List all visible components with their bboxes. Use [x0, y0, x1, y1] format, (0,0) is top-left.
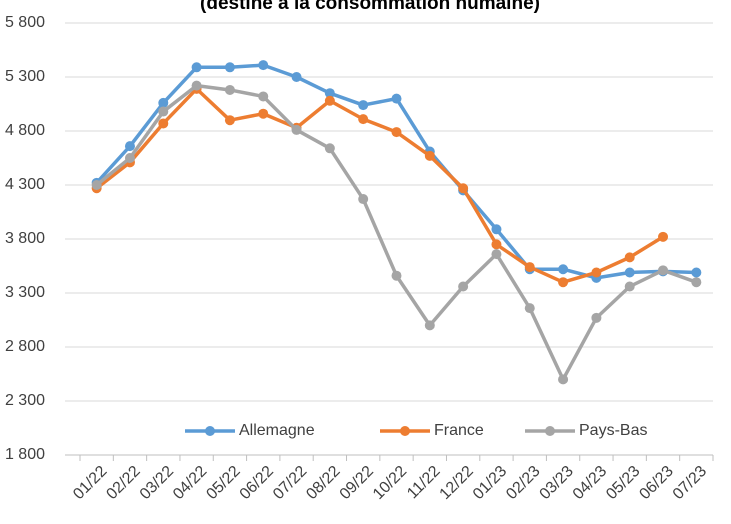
y-tick-label: 2 300: [5, 392, 45, 409]
x-tick-label: 06/22: [237, 463, 277, 503]
x-tick-label: 07/23: [670, 463, 710, 503]
x-tick-label: 06/23: [636, 463, 676, 503]
x-tick-label: 05/22: [203, 463, 243, 503]
data-point: [558, 277, 569, 288]
data-point: [158, 106, 169, 117]
legend-label: Allemagne: [239, 422, 315, 439]
x-tick-label: 03/22: [137, 463, 177, 503]
legend-label: Pays-Bas: [579, 422, 647, 439]
data-point: [458, 183, 469, 194]
x-tick-label: 05/23: [603, 463, 643, 503]
legend-marker: [400, 426, 410, 436]
data-point: [658, 231, 669, 242]
y-tick-label: 4 300: [5, 176, 45, 193]
y-tick-label: 4 800: [5, 122, 45, 139]
x-tick-label: 01/22: [70, 463, 110, 503]
data-point: [558, 374, 569, 385]
data-point: [224, 115, 235, 126]
y-tick-label: 3 300: [5, 284, 45, 301]
data-point: [124, 153, 135, 163]
x-tick-label: 09/22: [337, 463, 377, 503]
y-tick-label: 5 300: [5, 68, 45, 85]
data-point: [591, 267, 602, 278]
data-point: [391, 127, 402, 138]
data-point: [524, 303, 535, 314]
data-point: [258, 108, 269, 119]
y-tick-label: 2 800: [5, 338, 45, 355]
data-point: [291, 72, 302, 82]
data-point: [224, 84, 235, 95]
x-tick-label: 02/23: [503, 463, 543, 503]
legend-label: France: [434, 422, 484, 439]
x-tick-label: 04/22: [170, 463, 210, 503]
data-point: [524, 262, 535, 273]
data-point: [91, 180, 102, 190]
data-point: [191, 62, 202, 73]
data-point: [491, 239, 502, 250]
data-point: [658, 265, 669, 276]
x-tick-label: 11/22: [404, 463, 444, 503]
x-tick-label: 03/23: [537, 463, 577, 503]
data-point: [158, 97, 169, 108]
x-tick-label: 04/23: [570, 463, 610, 503]
data-point: [358, 194, 369, 205]
x-tick-label: 07/22: [270, 463, 310, 503]
x-tick-label: 12/22: [437, 463, 477, 503]
data-point: [358, 114, 369, 125]
data-point: [258, 60, 269, 71]
data-point: [224, 62, 235, 73]
data-point: [158, 118, 169, 129]
data-point: [591, 312, 602, 323]
legend-marker: [205, 426, 215, 436]
data-point: [424, 150, 435, 161]
data-point: [491, 249, 502, 260]
data-point: [124, 141, 135, 152]
x-tick-label: 08/22: [303, 463, 343, 503]
chart-title: (destiné à la consommation humaine): [200, 0, 540, 14]
data-point: [624, 252, 635, 263]
data-point: [358, 100, 369, 111]
data-point: [324, 143, 335, 154]
data-point: [691, 267, 702, 278]
data-point: [391, 270, 402, 281]
data-point: [291, 124, 302, 135]
legend-marker: [545, 426, 555, 436]
data-point: [491, 224, 502, 235]
data-point: [624, 267, 635, 278]
data-point: [191, 80, 202, 91]
data-point: [558, 264, 569, 275]
y-tick-label: 5 800: [5, 14, 45, 31]
data-point: [258, 91, 269, 102]
data-point: [624, 281, 635, 292]
data-point: [324, 88, 335, 99]
y-tick-label: 3 800: [5, 230, 45, 247]
data-point: [458, 281, 469, 292]
series-line: [95, 87, 664, 284]
x-tick-label: 02/22: [103, 463, 143, 503]
data-point: [391, 93, 402, 104]
y-tick-label: 1 800: [5, 446, 45, 463]
x-tick-label: 10/22: [370, 463, 410, 503]
data-point: [324, 95, 335, 106]
data-point: [691, 277, 702, 288]
data-point: [424, 320, 435, 331]
x-tick-label: 01/23: [470, 463, 510, 503]
